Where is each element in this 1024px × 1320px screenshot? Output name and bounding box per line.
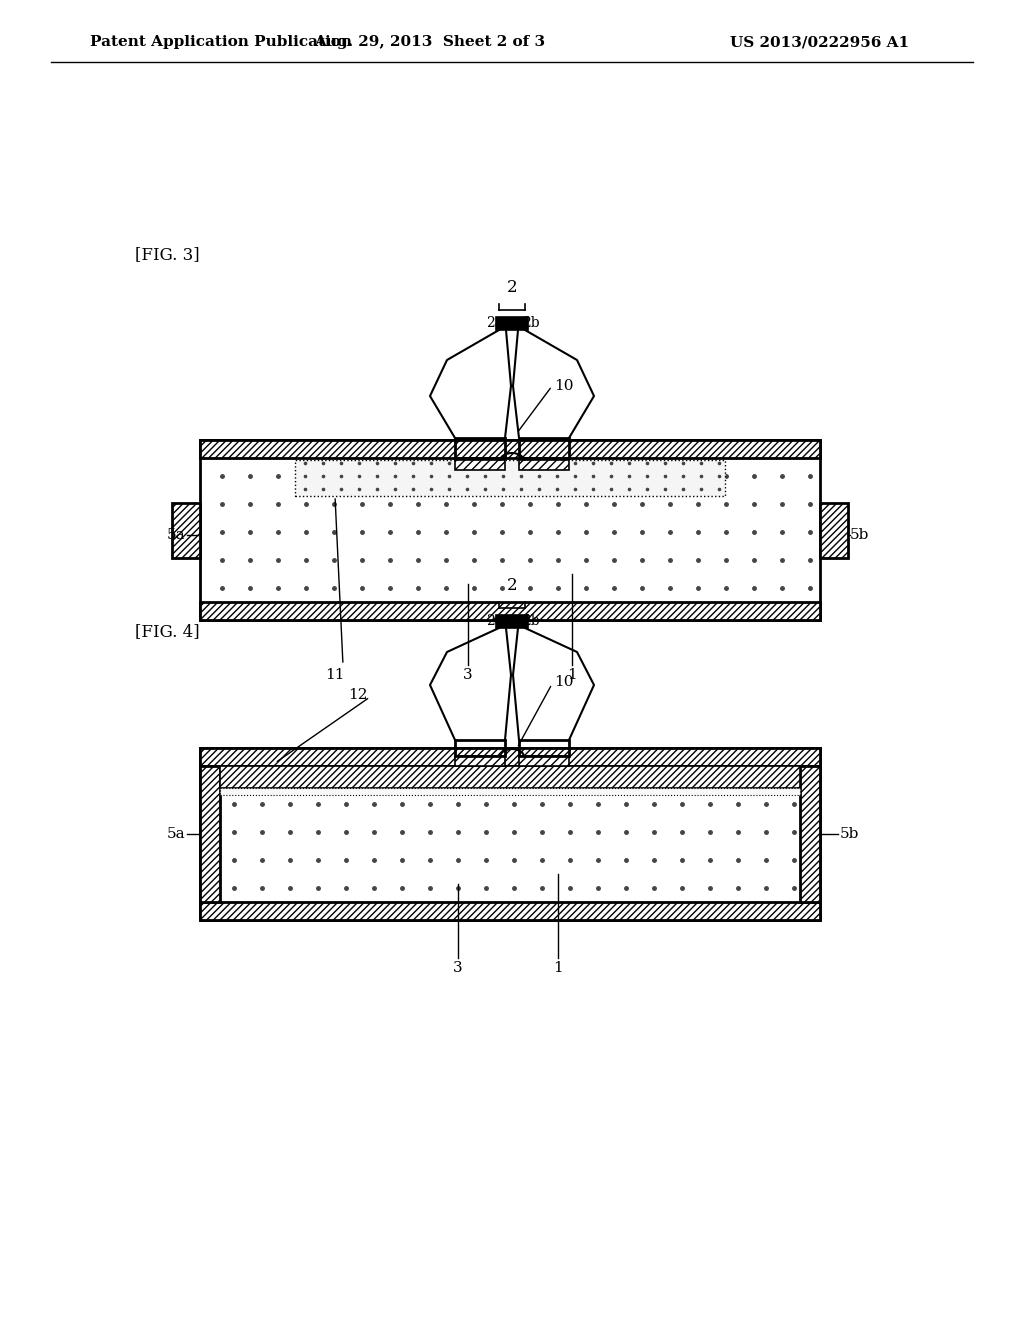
Text: Patent Application Publication: Patent Application Publication [90,36,352,49]
Text: 12: 12 [348,688,368,702]
Bar [200,440,820,458]
Text: 2: 2 [507,279,517,296]
Text: Aug. 29, 2013  Sheet 2 of 3: Aug. 29, 2013 Sheet 2 of 3 [314,36,546,49]
Bar [496,317,528,330]
Bar [200,902,820,920]
Text: 2b: 2b [522,614,540,628]
Bar [455,756,505,766]
Text: 5b: 5b [840,828,859,841]
Bar [220,766,800,788]
Text: 2a: 2a [486,315,504,330]
Text: 1: 1 [567,668,577,682]
Text: [FIG. 3]: [FIG. 3] [135,247,200,264]
Text: 1: 1 [553,961,563,975]
Bar [496,615,528,628]
Bar [200,766,220,902]
Text: 10: 10 [554,379,573,393]
Text: 10: 10 [554,675,573,689]
Text: 11: 11 [326,668,345,682]
Bar [519,756,569,766]
Text: 3: 3 [454,961,463,975]
Bar [295,459,725,496]
Text: 2b: 2b [522,315,540,330]
Bar [200,602,820,620]
Bar [220,788,800,795]
Text: 2a: 2a [486,614,504,628]
Bar [172,503,200,557]
Bar [455,459,505,470]
Text: 3: 3 [463,668,473,682]
Bar [200,748,820,766]
Text: 5b: 5b [850,528,869,543]
Text: US 2013/0222956 A1: US 2013/0222956 A1 [730,36,909,49]
Bar [800,766,820,902]
Bar [519,459,569,470]
Text: [FIG. 4]: [FIG. 4] [135,623,200,640]
Text: 5a: 5a [166,528,185,543]
Text: 5a: 5a [166,828,185,841]
Bar [820,503,848,557]
Text: 2: 2 [507,577,517,594]
